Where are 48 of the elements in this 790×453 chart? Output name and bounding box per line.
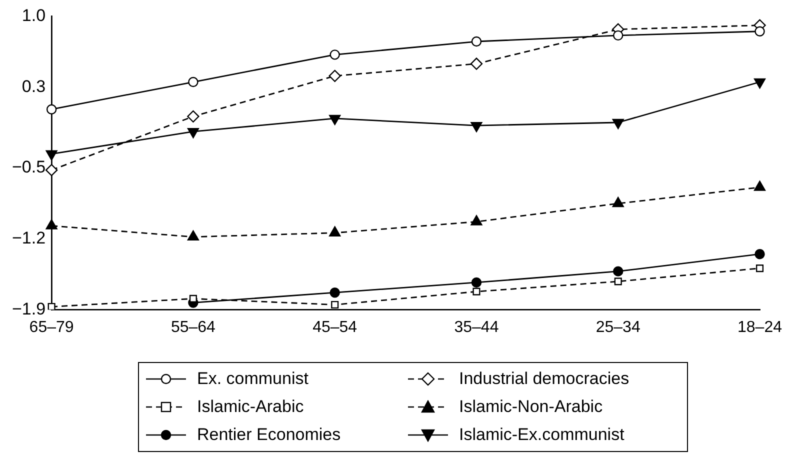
x-tick-label: 25–34	[596, 318, 640, 336]
point	[754, 180, 766, 191]
legend-label: Industrial democracies	[459, 369, 630, 389]
y-tick-label: 0.3	[22, 76, 46, 96]
y-tick-label: −0.5	[12, 158, 46, 177]
x-tick-label: 35–44	[454, 318, 499, 336]
point	[329, 114, 341, 126]
legend-label: Ex. communist	[197, 369, 308, 389]
point	[328, 70, 341, 82]
y-tick-label: −1.2	[12, 228, 46, 248]
point	[187, 230, 199, 241]
point	[188, 76, 198, 88]
x-tick-label: 65–79	[29, 318, 74, 336]
point	[45, 164, 58, 176]
legend-label: Rentier Economies	[197, 425, 341, 445]
point	[472, 288, 480, 296]
point	[187, 110, 200, 123]
point	[330, 287, 340, 298]
point	[189, 294, 197, 302]
point	[46, 104, 57, 114]
point	[470, 58, 483, 70]
point	[331, 300, 339, 309]
point	[613, 30, 624, 41]
point	[754, 249, 765, 260]
point	[471, 36, 482, 47]
x-tick-label: 55–64	[170, 318, 216, 336]
point	[471, 277, 482, 288]
point	[330, 50, 340, 60]
legend-label: Islamic-Arabic	[197, 397, 304, 417]
point	[470, 215, 482, 226]
legend-label: Islamic-Non-Arabic	[459, 397, 603, 417]
point	[614, 278, 622, 286]
point	[756, 264, 764, 272]
point	[754, 78, 766, 89]
point	[329, 226, 341, 236]
x-tick-label: 18–24	[738, 318, 782, 336]
y-tick-label: −1.9	[12, 299, 46, 318]
x-tick-label: 45–54	[312, 318, 358, 336]
point	[613, 266, 624, 276]
point	[470, 122, 482, 132]
point	[612, 196, 624, 208]
y-tick-label: 1.0	[22, 6, 46, 25]
point	[48, 302, 56, 310]
point	[612, 118, 624, 130]
point	[46, 150, 58, 160]
legend-label: Islamic-Ex.communist	[459, 425, 624, 445]
point	[754, 26, 765, 36]
point	[46, 219, 58, 230]
